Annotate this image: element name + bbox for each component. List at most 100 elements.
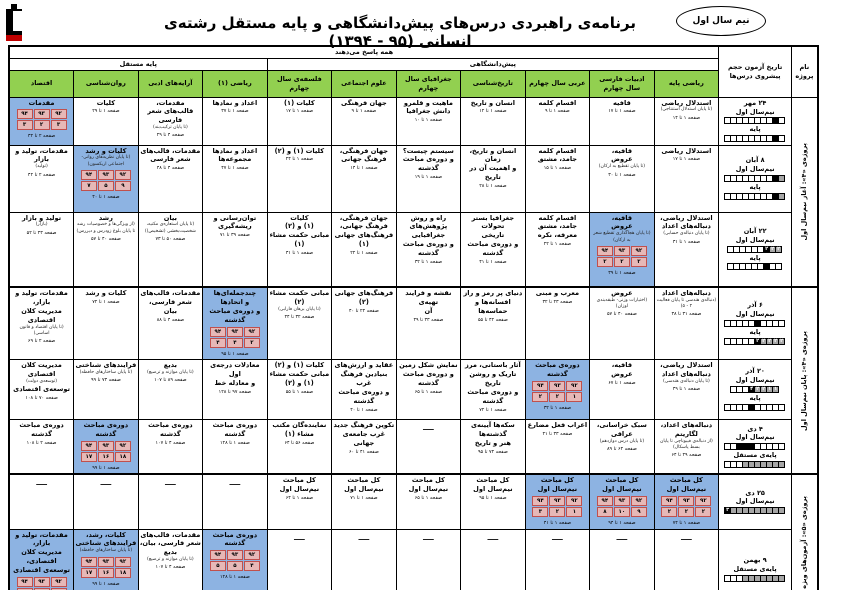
syllabus-cell: ماهیت و قلمرو دانش جغرافیا صفحه ۱ تا ۱۰ bbox=[395, 96, 462, 146]
syllabus-cell: سکه‌ها آیینه‌ی گذشته‌ها هنر و تاریخ صفحه ۷… bbox=[460, 419, 526, 476]
syllabus-cell: مقدمات، قالب‌های شعر فارسی (تا پایان ترکیب… bbox=[137, 96, 204, 146]
past-exam-grid: ۹۲ ۹۳ ۹۴ ۱ ۲ ۳ bbox=[532, 496, 583, 518]
bar-label: نیم‌سال اول bbox=[735, 376, 775, 385]
cell-content: جهان فرهنگی، فرهنگ جهانی صفحه ۱ تا ۱۴ bbox=[333, 147, 395, 173]
empty-dash: — bbox=[99, 477, 112, 492]
topic-line: استدلال ریاضی bbox=[661, 98, 712, 107]
page-range: صفحه ۱ تا ۵۵ bbox=[285, 389, 314, 395]
topic-line: مدیریت کلان اقتصادی bbox=[21, 361, 62, 378]
syllabus-cell: کل مباحث نیم‌سال اول صفحه ۱ تا ۶۴ bbox=[266, 473, 333, 530]
past-exam-grid: ۹۲ ۹۳ ۹۴ ۹ ۱۰ ۸ bbox=[596, 496, 647, 518]
topic-line: و دوره‌ی مباحث گذشته bbox=[402, 240, 454, 258]
independent-header: پایه مستقل bbox=[8, 57, 268, 71]
grid-year: ۹۳ bbox=[97, 440, 114, 451]
syllabus-cell: بدیع (تا پایان موازنه و ترصیع) صفحه ۸۹ تا … bbox=[137, 359, 204, 421]
grid-count: ۴ bbox=[209, 337, 226, 348]
cell-content: کلیات و رشد (تا پایان نظریه‌های روانی- اج… bbox=[75, 147, 137, 202]
past-exam-grid: ۹۲ ۹۳ ۹۴ ۲ ۴ ۴ bbox=[209, 326, 260, 348]
grid-year: ۹۴ bbox=[80, 440, 97, 451]
topic-line: و دوره‌ی مباحث گذشته bbox=[467, 387, 519, 405]
topic-line: دنیای پر رمز و راز bbox=[463, 289, 523, 298]
cell-content: کل مباحث نیم‌سال اول صفحه ۱ تا ۹۵ bbox=[462, 476, 524, 502]
exam-date: ۹ بهمن bbox=[743, 556, 767, 565]
topic-note: (از دنباله‌ی فیبوناچی تا پایان بسط پاسکا… bbox=[659, 438, 713, 451]
page-range: صفحه ۷۰ تا ۱۰۸ bbox=[25, 395, 58, 401]
syllabus-cell: — bbox=[73, 473, 139, 530]
topic-line: معادلات درجه‌ی اول bbox=[210, 361, 260, 378]
topic-note: (تا پایان دنباله‌ی حسابی) bbox=[663, 231, 710, 237]
topic-line: اعراب فعل مضارع bbox=[527, 421, 588, 430]
progress-box bbox=[778, 403, 786, 411]
cell-content: چندجمله‌ای‌ها و اتحادها و دوره‌ی مباحث گذش… bbox=[204, 289, 266, 358]
bar-label: پایه bbox=[749, 182, 761, 191]
cell-content: آثار باستانی، مرز تاریک و روشن تاریخ و دور… bbox=[462, 361, 524, 414]
syllabus-cell: — bbox=[202, 473, 268, 530]
syllabus-cell: فرهنگ‌های جهانی (۲) صفحه ۲۴ تا ۴۰ bbox=[331, 286, 397, 361]
syllabus-cell: آثار باستانی، مرز تاریک و روشن تاریخ و دور… bbox=[460, 359, 526, 421]
topic-line: کل مباحث bbox=[476, 476, 510, 485]
syllabus-cell: جهان فرهنگی صفحه ۱ تا ۹ bbox=[331, 96, 397, 146]
syllabus-cell: قافیه، عروض صفحه ۱ تا ۶۷ bbox=[589, 359, 655, 421]
syllabus-cell: دوره‌ی مباحث گذشته ۹۲ ۹۳ ۹۴ ۱۸ ۱۶ ۱۷ صفحه ۱ تا … bbox=[73, 419, 139, 476]
page-range: صفحه ۱ تا ۹۵ bbox=[479, 496, 507, 502]
topic-line: کل مباحث bbox=[605, 476, 639, 485]
page-range: صفحه ۱ تا ۱۲۸ bbox=[219, 575, 250, 581]
project-header: نام پروژه bbox=[791, 45, 819, 98]
cell-content: فرایندهای شناختی (تا پایان ساختارهای حافظ… bbox=[75, 361, 137, 385]
topic-line: نقشه و فرایند تهیه‌ی bbox=[405, 289, 452, 306]
cell-content: کلیات، رشد، فرایندهای شناختی (تا پایان ساخ… bbox=[75, 531, 137, 588]
topic-note: (تا پایان استدلال استنتاجی) bbox=[660, 107, 713, 113]
bar-label: نیم‌سال اول bbox=[735, 235, 775, 244]
cell-content: کل مباحث نیم‌سال اول صفحه ۱ تا ۶۵ bbox=[398, 476, 460, 502]
bar-label: پایه bbox=[749, 253, 761, 262]
topic-note: (بازار) bbox=[35, 222, 48, 228]
topic-note: (از ویژگی‌ها و خصوصیات رشد تا پایان بلوغ… bbox=[76, 222, 136, 234]
topic-line: مبانی حکمت مشاء bbox=[269, 369, 330, 378]
progress-bar bbox=[720, 263, 790, 271]
progress-box bbox=[778, 174, 786, 182]
cell-content: معادلات درجه‌ی اول و معادله خط صفحه ۹۷ تا … bbox=[204, 361, 266, 396]
syllabus-cell: سبک خراسانی، عراقی (تا پایان درس دوازدهم)… bbox=[589, 419, 655, 476]
topic-line: مقدمات، تولید و بازار، bbox=[15, 289, 68, 306]
subject-header: آرایه‌های ادبی bbox=[137, 69, 204, 98]
date-cell: ۶ آذر نیم‌سال اول پایه ۲ ۲ ۲ ۲ ۲ bbox=[718, 286, 793, 361]
progress-box bbox=[778, 319, 786, 327]
topic-line: جغرافیا بستر تحولات bbox=[471, 213, 515, 231]
topic-line: نمایش شکل زمین bbox=[399, 361, 458, 370]
page-range: صفحه ۱ تا ۶۵ bbox=[414, 389, 443, 395]
topic-line: و معادله خط bbox=[214, 378, 256, 387]
topic-line: شعر فارسی bbox=[150, 155, 191, 164]
cell-content: دوره‌ی مباحث گذشته ۹۲ ۹۳ ۹۴ ۱۸ ۱۶ ۱۷ صفحه ۱ تا … bbox=[75, 421, 137, 472]
cell-content: مقدمات، تولید و بازار، مدیریت کلان اقتصاد… bbox=[11, 289, 72, 345]
grid-year: ۹۳ bbox=[33, 577, 50, 588]
cell-content: رشد (از ویژگی‌ها و خصوصیات رشد تا پایان ب… bbox=[75, 214, 137, 244]
syllabus-cell: دنباله‌های اعداد، لگاریتم (از دنباله‌ی فی… bbox=[653, 419, 720, 476]
topic-line: سکه‌ها آیینه‌ی گذشته‌ها bbox=[470, 421, 515, 438]
topic-line: تکوین فرهنگ جدید bbox=[333, 421, 395, 430]
syllabus-cell: — bbox=[460, 528, 526, 590]
syllabus-cell: مقدمات، تولید و بازار (تولید) صفحه ۲ تا ۴۲ bbox=[8, 144, 75, 213]
topic-note: (تا پایان ترکیب‌بند) bbox=[152, 125, 188, 131]
cell-content: کل مباحث نیم‌سال اول ۹۲ ۹۳ ۹۴ ۱ ۲ ۳ صفحه ۱ تا ۴۱ bbox=[527, 476, 589, 527]
subject-header: ادبیات فارسی سال چهارم bbox=[589, 69, 655, 98]
page-range: صفحه ۱ تا ۹۴ bbox=[608, 521, 636, 527]
page-range: صفحه ۱ تا ۱۲۸ bbox=[219, 440, 250, 446]
table-row: پروژه‌ی «۴»: آغاز نیم‌سال اول ۲۴ مهر نیم‌س… bbox=[8, 96, 819, 289]
subject-header: عربی سال چهارم bbox=[524, 69, 591, 98]
subject-header: ریاضی (۱) bbox=[202, 69, 268, 98]
syllabus-cell: دنیای پر رمز و راز افسانه‌ها و حماسه‌ها صف… bbox=[460, 286, 526, 361]
subject-header: علوم اجتماعی bbox=[331, 69, 397, 98]
syllabus-cell: چندجمله‌ای‌ها و اتحادها و دوره‌ی مباحث گذش… bbox=[202, 286, 268, 361]
syllabus-cell: کل مباحث نیم‌سال اول صفحه ۱ تا ۹۵ bbox=[460, 473, 526, 530]
topic-line: کلیات (۱) و (۲) bbox=[274, 146, 325, 155]
page-range: صفحه ۲ تا ۴۲ bbox=[27, 172, 56, 178]
page-range: صفحه ۳۳ تا ۴۹ bbox=[413, 317, 444, 323]
cell-content: دوره‌ی مباحث گذشته ۹۲ ۹۳ ۹۴ ۴ ۵ ۵ صفحه ۱ تا ۱۲۸ bbox=[204, 531, 266, 582]
cell-content: بیان (تا پایان استعاره‌ی مکنیه، شخصیت‌بخش… bbox=[140, 214, 202, 244]
syllabus-cell: کل مباحث نیم‌سال اول ۹۲ ۹۳ ۹۴ ۲ ۲ ۲ صفحه ۱ تا ۷۴ bbox=[653, 473, 720, 530]
grid-year: ۹۴ bbox=[80, 169, 97, 180]
page-range: صفحه ۱ تا ۱۰ bbox=[414, 118, 443, 124]
page-range: صفحه ۲۴ تا ۴۰ bbox=[348, 308, 379, 314]
page-range: صفحه ۱ تا ۳۷ bbox=[221, 109, 249, 115]
